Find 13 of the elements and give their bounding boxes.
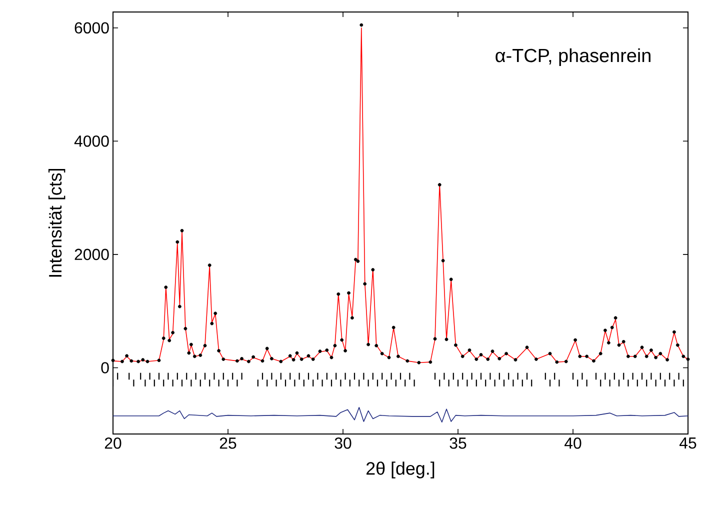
x-tick-label: 45: [680, 438, 696, 449]
y-axis-title: Intensität [cts]: [48, 168, 66, 277]
x-tick-label: 40: [564, 438, 582, 449]
y-tick-label: 4000: [74, 136, 109, 147]
y-tick-label: 6000: [74, 22, 109, 34]
x-tick-label: 20: [104, 438, 122, 449]
x-axis-title: 2θ [deg.]: [366, 462, 434, 478]
y-tick-label: 2000: [74, 248, 109, 260]
x-tick-label: 25: [220, 438, 236, 449]
x-tick-label: 35: [450, 438, 466, 449]
annotation: α-TCP, phasenrein: [496, 48, 650, 66]
y-tick-label: 0: [101, 362, 109, 374]
x-tick-label: 30: [334, 438, 352, 449]
